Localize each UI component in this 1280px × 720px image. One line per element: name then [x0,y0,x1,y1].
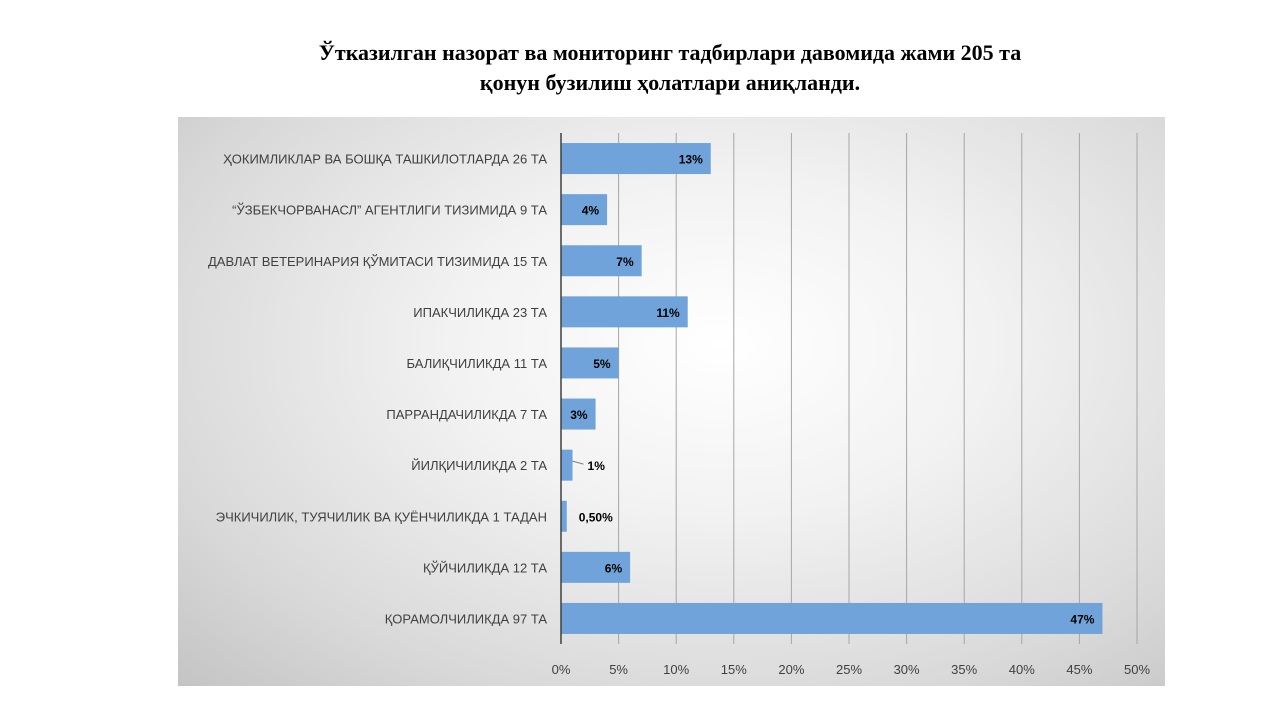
category-label: ЭЧКИЧИЛИК, ТУЯЧИЛИК ВА ҚУЁНЧИЛИКДА 1 ТАД… [216,509,547,524]
x-tick-label: 40% [1009,662,1035,677]
x-tick-label: 35% [951,662,977,677]
bar [561,194,608,226]
bar [561,449,573,481]
x-tick-label: 50% [1124,662,1150,677]
bar [561,398,596,430]
chart-title: Ўтказилган назорат ва мониторинг тадбирл… [260,38,1080,98]
category-label: ҲОКИМЛИКЛАР ВА БОШҚА ТАШКИЛОТЛАРДА 26 ТА [223,152,547,167]
category-label: “ЎЗБЕКЧОРВАНАСЛ” АГЕНТЛИГИ ТИЗИМИДА 9 ТА [232,203,547,218]
category-label: ҚОРАМОЛЧИЛИКДА 97 ТА [385,611,548,626]
data-label: 7% [616,255,634,269]
bar [561,602,1103,634]
x-tick-label: 25% [836,662,862,677]
data-label: 1% [588,459,606,473]
x-tick-label: 45% [1066,662,1092,677]
data-label: 5% [593,357,611,371]
bar [561,296,688,328]
category-label: ИПАКЧИЛИКДА 23 ТА [413,305,547,320]
category-label: ДАВЛАТ ВЕТЕРИНАРИЯ ҚЎМИТАСИ ТИЗИМИДА 15 … [208,254,547,269]
bar [561,143,711,175]
bar [561,245,642,277]
category-label: ҚЎЙЧИЛИКДА 12 ТА [423,560,547,575]
data-label: 0,50% [579,510,613,524]
chart-title-line-1: Ўтказилган назорат ва мониторинг тадбирл… [318,40,1022,65]
data-label: 3% [570,408,588,422]
bar [561,500,567,532]
data-label: 11% [656,306,680,320]
x-tick-label: 30% [894,662,920,677]
chart-title-line-2: қонун бузилиш ҳолатлари аниқланди. [479,70,861,95]
bar [561,551,631,583]
data-label: 4% [582,204,600,218]
x-tick-label: 15% [721,662,747,677]
x-tick-label: 0% [552,662,571,677]
x-tick-label: 10% [663,662,689,677]
data-label: 6% [605,561,623,575]
data-label: 13% [679,153,703,167]
x-tick-label: 5% [609,662,628,677]
data-label-leader [572,460,584,465]
bar [561,347,619,379]
category-label: ПАРРАНДАЧИЛИКДА 7 ТА [386,407,547,422]
category-label: БАЛИҚЧИЛИКДА 11 ТА [407,356,548,371]
chart-area [178,117,1165,686]
category-label: ЙИЛҚИЧИЛИКДА 2 ТА [411,458,547,473]
data-label: 47% [1070,612,1094,626]
x-tick-label: 20% [778,662,804,677]
